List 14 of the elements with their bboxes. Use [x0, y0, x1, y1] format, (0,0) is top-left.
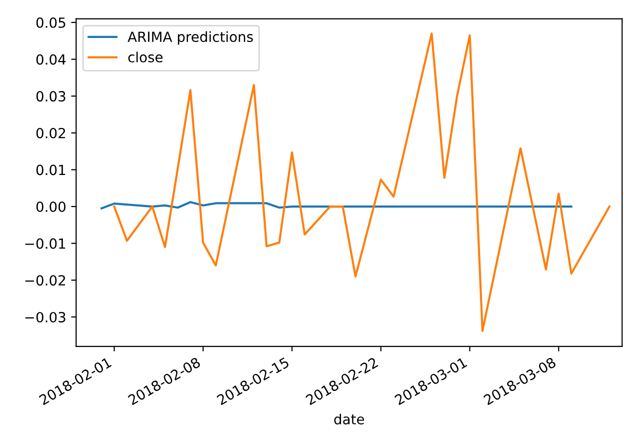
y-tick-label: 0.00	[36, 202, 66, 212]
y-tick-label: 0.05	[36, 17, 66, 28]
x-axis-title: date	[334, 414, 364, 424]
y-tick-label: 0.04	[36, 54, 66, 65]
line-series	[113, 32, 610, 332]
y-tick-label: 0.03	[36, 91, 66, 102]
y-tick-label: 0.02	[36, 128, 66, 138]
y-tick-label: −0.01	[25, 238, 66, 249]
y-tick-label: 0.01	[36, 164, 66, 176]
legend-label: ARIMA predictions	[128, 31, 253, 45]
line-series	[100, 201, 572, 210]
y-tick-label: −0.03	[25, 312, 66, 322]
y-tick-label: −0.02	[25, 275, 66, 286]
legend-label: close	[128, 52, 163, 62]
